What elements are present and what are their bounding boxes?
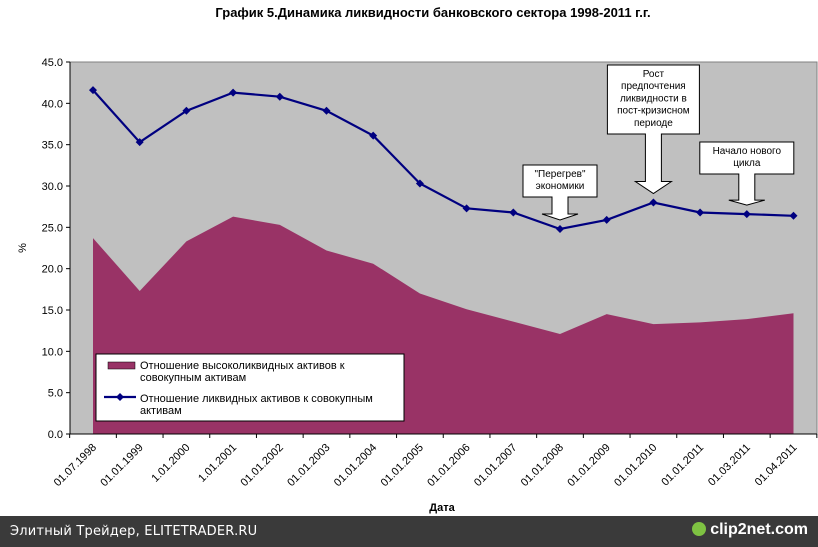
- annotation-callout: [606, 64, 700, 195]
- x-tick-label: 01.01.2007: [472, 442, 519, 489]
- footer-source-text: Элитный Трейдер, ELITETRADER.RU: [10, 524, 258, 539]
- clip2net-logo-icon: [692, 522, 707, 536]
- x-tick-label: 01.07.1998: [52, 442, 99, 489]
- x-tick-label: 1.01.2000: [149, 442, 192, 485]
- x-tick-label: 01.04.2011: [753, 442, 800, 489]
- annotation-text: предпочтения: [621, 81, 686, 92]
- chart: График 5.Динамика ликвидности банковског…: [17, 5, 818, 514]
- legend-swatch-area: [107, 361, 136, 370]
- line-point-marker: [89, 86, 97, 95]
- legend-entry-text: совокупным активам: [140, 372, 246, 384]
- line-point-marker: [229, 88, 238, 97]
- line-series-liquidity: [92, 89, 794, 231]
- line-point-marker: [649, 198, 658, 207]
- y-tick-label: 45.0: [42, 57, 63, 69]
- y-tick-label: 20.0: [42, 264, 63, 276]
- annotation-text: цикла: [733, 158, 761, 169]
- y-axis-label: %: [17, 243, 29, 253]
- legend-box: [95, 353, 405, 422]
- y-tick-label: 35.0: [42, 140, 63, 152]
- x-tick-label: 01.01.2002: [239, 442, 286, 489]
- y-tick-label: 5.0: [48, 388, 63, 400]
- line-point-marker: [415, 179, 424, 188]
- legend-swatch-marker: [116, 393, 124, 401]
- x-tick-label: 01.01.2010: [612, 442, 659, 489]
- line-point-marker: [742, 210, 751, 219]
- x-tick-label: 01.01.1999: [98, 442, 145, 489]
- line-point-marker: [602, 215, 611, 224]
- footer-bar: Элитный Трейдер, ELITETRADER.RU clip2net…: [0, 516, 818, 547]
- y-tick-label: 30.0: [42, 181, 63, 193]
- line-point-marker: [135, 138, 144, 147]
- x-tick-label: 01.01.2008: [519, 442, 566, 489]
- line-point-marker: [275, 92, 284, 101]
- annotation-text: экономики: [536, 181, 585, 192]
- annotation-text: ликвидности в: [620, 93, 687, 104]
- chart-title: График 5.Динамика ликвидности банковског…: [215, 5, 650, 20]
- y-tick-label: 10.0: [42, 346, 63, 358]
- footer-logo-text: clip2net.com: [710, 521, 808, 538]
- x-axis-label: Дата: [429, 502, 455, 514]
- line-point-marker: [462, 204, 471, 213]
- line-point-marker: [696, 208, 705, 217]
- x-tick-label: 01.01.2009: [565, 442, 612, 489]
- legend-entry-text: Отношение высоколиквидных активов к: [140, 360, 345, 372]
- y-tick-label: 25.0: [42, 222, 63, 234]
- line-point-marker: [556, 224, 564, 233]
- annotation-text: пост-кризисном: [617, 106, 690, 117]
- y-tick-label: 15.0: [42, 305, 63, 317]
- x-tick-label: 01.03.2011: [706, 442, 753, 489]
- annotation-text: Рост: [643, 69, 665, 80]
- line-point-marker: [789, 211, 798, 220]
- annotation-text: "Перегрев": [534, 169, 586, 180]
- line-point-marker: [369, 131, 378, 140]
- footer-logo: clip2net.com: [692, 521, 808, 539]
- annotation-text: Начало нового: [713, 146, 782, 157]
- legend-entry-text: активам: [140, 405, 182, 417]
- y-tick-label: 0.0: [48, 429, 63, 441]
- annotation-callout: [699, 141, 795, 206]
- y-tick-label: 40.0: [42, 98, 63, 110]
- line-point-marker: [182, 106, 191, 115]
- x-tick-label: 1.01.2001: [196, 442, 239, 485]
- x-tick-label: 01.01.2011: [659, 442, 706, 489]
- line-point-marker: [322, 106, 331, 115]
- x-tick-label: 01.01.2006: [425, 442, 472, 489]
- legend-entry-text: Отношение ликвидных активов к совокупным: [140, 393, 373, 405]
- line-point-marker: [509, 208, 518, 217]
- annotation-callout: [522, 164, 598, 221]
- x-tick-label: 01.01.2005: [379, 442, 426, 489]
- x-tick-label: 01.01.2003: [285, 442, 332, 489]
- annotation-text: периоде: [634, 118, 673, 129]
- x-tick-label: 01.01.2004: [332, 442, 379, 489]
